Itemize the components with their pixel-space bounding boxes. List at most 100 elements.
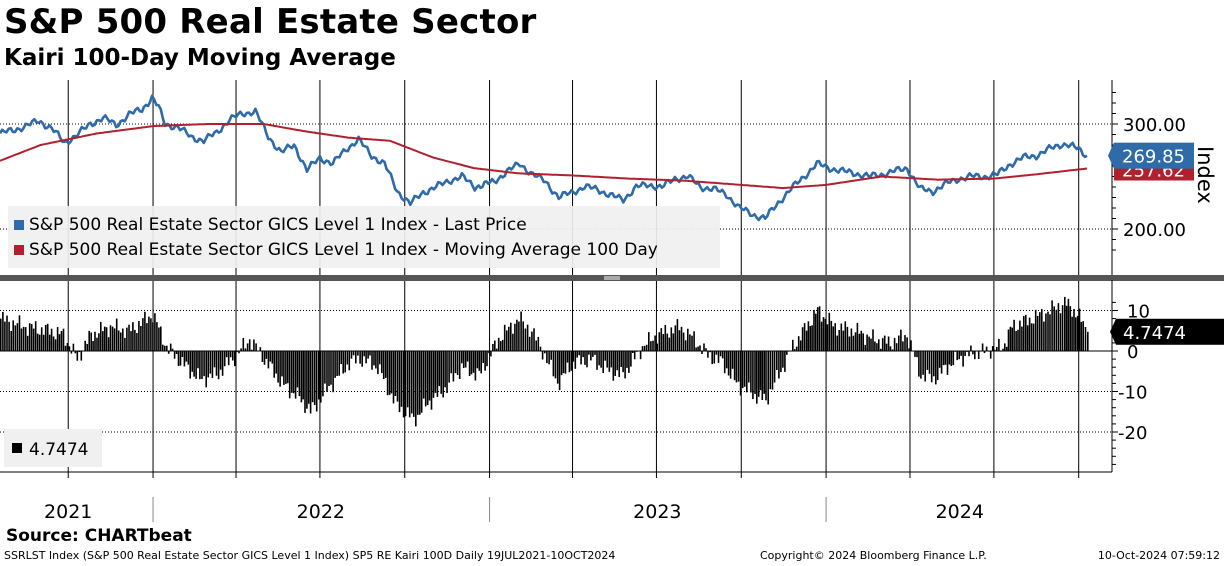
kairi-bar [697,346,699,351]
kairi-bar [584,351,586,365]
kairi-bar [173,351,176,359]
kairi-bar [860,330,863,351]
kairi-bar [177,351,180,366]
price-y-tick-label: 300.00 [1123,115,1186,136]
kairi-bar [146,323,148,351]
kairi-bar [922,351,924,375]
kairi-bar [1049,314,1051,351]
kairi-bar [506,330,508,351]
kairi-bar [807,321,810,351]
kairi-bar [522,321,524,351]
kairi-bar [719,351,722,357]
kairi-bar [246,343,249,351]
kairi-bar [1023,316,1025,351]
kairi-bar [968,351,970,357]
kairi-bar [332,351,334,393]
kairi-bar [72,343,75,351]
kairi-bar [757,351,760,397]
kairi-bar [946,351,949,375]
kairi-bar [497,337,500,351]
kairi-bar [484,351,486,371]
kairi-bar [438,351,441,387]
kairi-bar [570,351,573,371]
kairi-bar [448,351,450,383]
kairi-bar [604,351,606,361]
kairi-bar [10,330,12,351]
kairi-bar [981,343,984,351]
kairi-bar [643,345,646,351]
kairi-bar [962,351,964,367]
kairi-bar [434,351,437,393]
kairi-bar [495,348,498,351]
kairi-bar [392,351,395,404]
kairi-bar [152,322,154,351]
kairi-bar [60,331,63,351]
kairi-bar [898,335,900,351]
kairi-bar [255,343,257,351]
kairi-bar [352,351,355,356]
kairi-bar [528,336,531,351]
kairi-bar [197,351,199,369]
kairi-bar [752,351,754,400]
kairi-bar [402,351,405,418]
x-axis-year-label: 2021 [44,501,92,523]
kairi-bar [616,351,618,371]
kairi-bar [664,324,667,351]
kairi-bar [413,351,415,417]
kairi-y-tick-label: -20 [1118,423,1147,444]
kairi-bar [16,323,19,351]
kairi-bar [357,351,359,356]
kairi-bar [400,351,403,407]
kairi-bar [50,328,53,351]
kairi-bar [660,328,663,351]
kairi-bar [996,346,998,351]
kairi-bar [150,318,152,351]
kairi-bar [44,324,47,351]
kairi-bar [1007,329,1010,351]
kairi-bar [390,351,393,394]
kairi-bar [162,344,164,351]
kairi-bar [846,326,849,351]
kairi-bar [211,351,214,378]
kairi-bar [501,339,504,351]
kairi-bar [858,333,861,351]
kairi-bar [292,351,295,394]
kairi-y-tick-label: 0 [1127,342,1138,363]
kairi-bar [782,351,784,368]
kairi-bar [550,351,552,360]
kairi-bar [382,351,385,379]
kairi-bar [12,320,14,351]
kairi-bar [6,315,8,351]
kairi-bar [870,338,872,351]
kairi-bar [904,335,906,351]
kairi-bar [960,351,962,356]
kairi-bar [363,351,365,357]
kairi-bar [348,351,351,371]
kairi-bar [792,339,794,351]
kairi-bar [560,351,563,376]
kairi-bar [691,335,693,351]
kairi-bar [852,335,855,351]
kairi-bar [379,351,381,365]
kairi-bar [885,343,888,351]
kairi-bar [524,328,527,351]
kairi-bar [334,351,336,378]
kairi-bar [1034,309,1037,351]
kairi-bar [1059,313,1062,351]
kairi-bar [1036,315,1039,351]
kairi-bar [275,351,277,374]
kairi-bar [322,351,324,397]
kairi-bar [171,348,174,351]
kairi-bar [0,318,2,351]
kairi-bar [296,351,299,388]
kairi-bar [1026,325,1029,351]
kairi-bar [1067,298,1070,351]
kairi-bar [166,345,168,351]
kairi-bar [820,321,823,351]
kairi-bar [531,331,533,351]
kairi-bar [46,323,49,351]
kairi-bar [703,343,705,351]
kairi-bar [229,351,232,358]
price-badge-pointer [1108,142,1114,169]
kairi-bar [328,351,330,387]
